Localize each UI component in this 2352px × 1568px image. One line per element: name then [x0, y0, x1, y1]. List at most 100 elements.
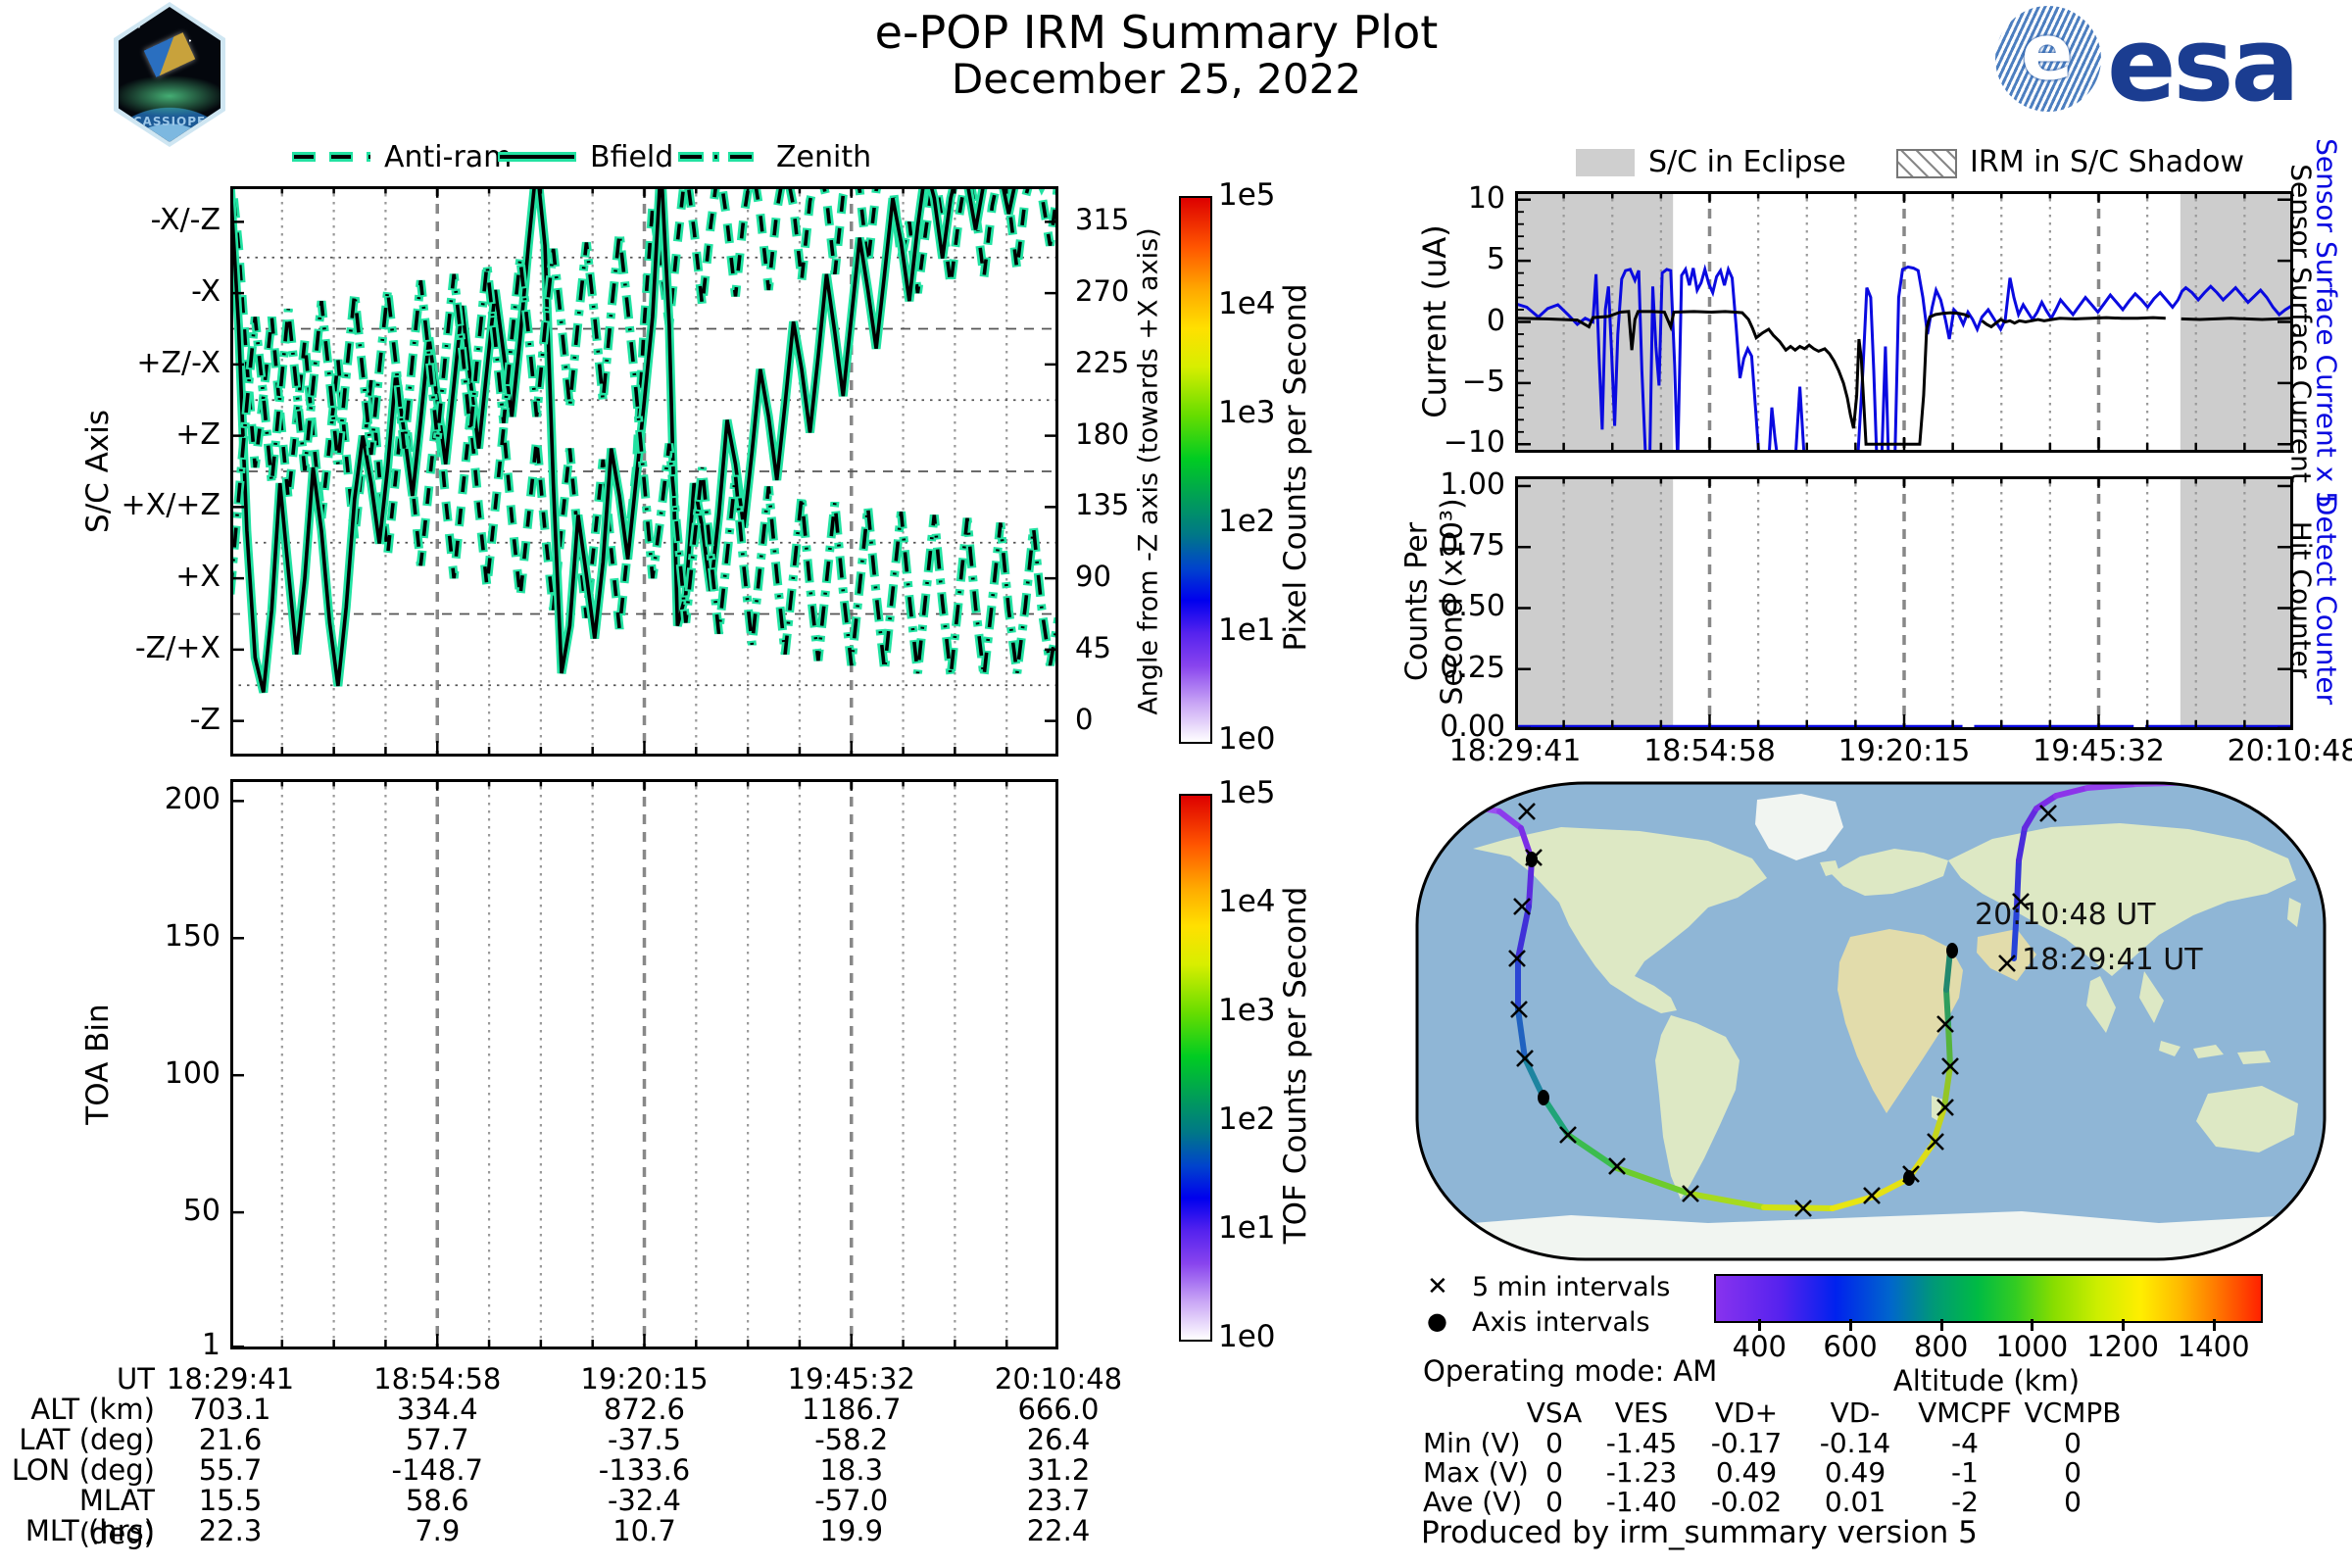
voltage-cell: 0 [2064, 1427, 2082, 1459]
ephemeris-cell: 703.1 [189, 1393, 271, 1426]
ephemeris-cell: 21.6 [198, 1423, 263, 1456]
map-time-label: 18:29:41 UT [2022, 943, 2203, 977]
map-land-new-guinea [2237, 1051, 2271, 1064]
sc-right-tick-label: 315 [1075, 203, 1130, 237]
esa-globe-e: e [2021, 9, 2074, 98]
orbit-track-segment [1943, 987, 1951, 1027]
five-min-marker [1794, 1200, 1812, 1217]
eclipse-legend-swatch [1576, 149, 1635, 176]
five-min-marker [2012, 893, 2030, 910]
orbit-track-segment [1930, 1104, 1947, 1148]
map-content: 20:10:48 UT 18:29:41 UT [1417, 783, 2325, 1259]
voltage-cell: 0 [1545, 1486, 1563, 1518]
pixel-counts-colorbar [1179, 196, 1212, 744]
dot-marker-icon: ● [1427, 1307, 1447, 1335]
counts-right-label-black: Hit Counter [2284, 520, 2318, 679]
voltage-cell: 0 [2064, 1486, 2082, 1518]
voltage-cell: -0.14 [1819, 1427, 1891, 1459]
voltage-cell: -1.40 [1605, 1486, 1678, 1518]
voltage-cell: -0.17 [1710, 1427, 1783, 1459]
sc-ytick-label: +Z [175, 416, 220, 452]
page-title: e-POP IRM Summary Plot [874, 6, 1439, 59]
colorbar-tick-label: 1e0 [1218, 1319, 1276, 1354]
sc-ytick-label: -Z [189, 702, 220, 737]
current-ytick-label: −10 [1443, 425, 1505, 461]
orbit-track-segment [2202, 783, 2286, 786]
sc-ytick-label: +X/+Z [121, 488, 220, 523]
colorbar-tick-label: 1e5 [1218, 177, 1276, 213]
toa-ytick-label: 100 [164, 1056, 220, 1092]
ephemeris-row-label: LON (deg) [11, 1453, 155, 1487]
anti-ram-legend-line [292, 152, 370, 162]
five-min-marker [1927, 1133, 1944, 1151]
voltage-column-header: VCMPB [2024, 1396, 2122, 1429]
page-date: December 25, 2022 [951, 55, 1362, 103]
shadow-legend-label: IRM in S/C Shadow [1970, 145, 2245, 179]
orbit-track-segment [1945, 1021, 1953, 1069]
five-min-marker [1510, 1001, 1528, 1018]
colorbar-tick-label: 1e3 [1218, 993, 1276, 1028]
ephemeris-cell: 22.3 [198, 1514, 263, 1547]
ephemeris-cell: 26.4 [1026, 1423, 1091, 1456]
toa-ytick-label: 50 [182, 1194, 220, 1229]
map-land-indonesia [2159, 1041, 2180, 1056]
ephemeris-cell: 57.7 [405, 1423, 469, 1456]
altitude-tick [1758, 1319, 1762, 1331]
dot-marker-label: Axis intervals [1472, 1307, 1650, 1338]
voltage-cell: 0 [2064, 1456, 2082, 1489]
ephemeris-cell: 15.5 [198, 1484, 263, 1517]
eclipse-region [2180, 191, 2293, 453]
voltage-column-header: VSA [1526, 1396, 1583, 1429]
ephemeris-cell: 10.7 [612, 1514, 676, 1547]
ephemeris-cell: 31.2 [1026, 1453, 1091, 1487]
toa-ytick-label: 150 [164, 919, 220, 955]
voltage-row-label: Ave (V) [1423, 1486, 1523, 1518]
voltage-cell: 0 [1545, 1427, 1563, 1459]
satellite-icon [143, 32, 196, 77]
ephemeris-cell: 58.6 [405, 1484, 469, 1517]
x-marker-label: 5 min intervals [1472, 1272, 1671, 1302]
five-min-marker [1516, 1050, 1534, 1067]
voltage-cell: -1 [1951, 1456, 1979, 1489]
map-land-south-america [1655, 1015, 1740, 1200]
map-time-label: 20:10:48 UT [1975, 898, 2156, 932]
colorbar-tick-label: 1e5 [1218, 775, 1276, 810]
voltage-column-header: VES [1614, 1396, 1669, 1429]
orbit-track-segment [1420, 801, 1468, 808]
altitude-tick-label: 1200 [2086, 1330, 2159, 1363]
sc-right-tick-label: 90 [1075, 560, 1111, 594]
ephemeris-cell: 19:45:32 [787, 1362, 915, 1396]
sc-ytick-label: -Z/+X [134, 630, 220, 665]
plot-frame [1515, 476, 2293, 730]
orbit-track-segment [1761, 1204, 1836, 1211]
orbit-track-segment [1830, 1194, 1877, 1211]
altitude-tick-label: 600 [1823, 1330, 1878, 1363]
ephemeris-cell: 872.6 [603, 1393, 686, 1426]
five-min-marker [1998, 955, 2016, 972]
footer-text: Produced by irm_summary version 5 [1421, 1515, 1978, 1550]
plot-frame [230, 186, 1058, 757]
colorbar-tick-label: 1e3 [1218, 395, 1276, 430]
map-land-asia [1948, 823, 2296, 976]
altitude-colorbar-label: Altitude (km) [1892, 1364, 2081, 1397]
altitude-tick-label: 1400 [2177, 1330, 2250, 1363]
legend-label-anti-ram: Anti-ram [384, 140, 513, 174]
orbit-track-segment [1614, 1165, 1692, 1197]
map-land-uk [1820, 860, 1839, 876]
ephemeris-cell: 666.0 [1017, 1393, 1100, 1426]
voltage-cell: 0.49 [1715, 1456, 1778, 1489]
tof-counts-colorbar [1179, 794, 1212, 1342]
counts-plot [1515, 476, 2293, 730]
cassiope-patch-art: CASSIOPE [119, 7, 220, 142]
ephemeris-cell: 23.7 [1026, 1484, 1091, 1517]
five-min-marker [1863, 1187, 1881, 1204]
sc-right-tick-label: 135 [1075, 488, 1130, 522]
altitude-tick [2212, 1319, 2216, 1331]
plot-frame [230, 779, 1058, 1349]
colorbar-tick-label: 1e1 [1218, 612, 1276, 648]
series-sensor-surface-current [2180, 317, 2293, 321]
altitude-tick [1849, 1319, 1852, 1331]
voltage-cell: -0.02 [1710, 1486, 1783, 1518]
axis-interval-marker [1538, 1090, 1549, 1105]
